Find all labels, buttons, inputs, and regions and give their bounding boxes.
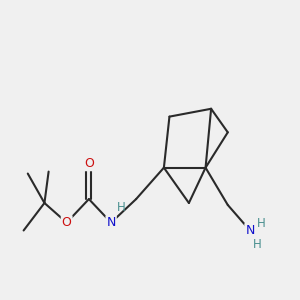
Text: O: O bbox=[84, 157, 94, 170]
Text: O: O bbox=[62, 216, 72, 229]
Text: N: N bbox=[106, 216, 116, 229]
Text: H: H bbox=[253, 238, 261, 251]
Text: H: H bbox=[117, 201, 126, 214]
Text: H: H bbox=[257, 217, 266, 230]
Text: N: N bbox=[245, 224, 255, 237]
